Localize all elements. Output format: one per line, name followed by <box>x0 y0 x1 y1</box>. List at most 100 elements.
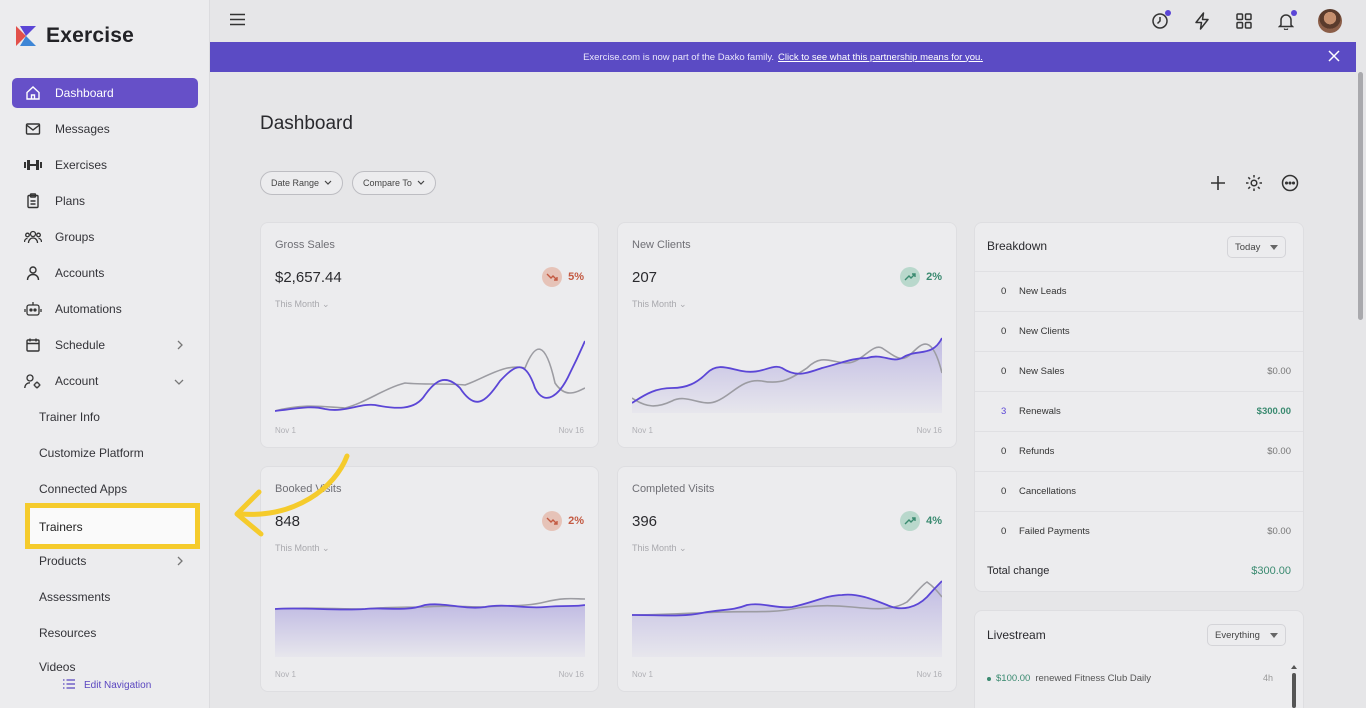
page-title: Dashboard <box>260 113 353 134</box>
change-value: 2% <box>926 271 942 283</box>
compare-to-filter[interactable]: Compare To <box>352 171 436 195</box>
card-value: 207 <box>632 269 658 286</box>
sidebar-subitem-trainer-info[interactable]: Trainer Info <box>39 410 100 424</box>
livestream-scrollbar[interactable] <box>1291 663 1297 708</box>
announcement-banner: Exercise.com is now part of the Daxko fa… <box>210 42 1356 72</box>
brand-name: Exercise <box>46 24 135 47</box>
hamburger-menu-icon[interactable] <box>230 13 245 31</box>
breakdown-row[interactable]: 0 Failed Payments $0.00 <box>975 511 1303 551</box>
sidebar-item-videos[interactable]: Videos <box>39 660 76 674</box>
row-amount: $0.00 <box>1267 446 1291 457</box>
row-count: 0 <box>1001 286 1007 297</box>
user-icon <box>24 264 42 282</box>
brand[interactable]: Exercise <box>14 24 134 48</box>
row-count: 0 <box>1001 486 1007 497</box>
card-period-dropdown[interactable]: This Month ⌄ <box>275 543 330 553</box>
row-label: New Sales <box>1019 366 1065 377</box>
chevron-right-icon <box>176 555 184 569</box>
sidebar-item-schedule[interactable]: Schedule <box>12 330 198 360</box>
row-label: New Clients <box>1019 326 1070 337</box>
breakdown-panel: Breakdown Today 0 New Leads 0 New Clients … <box>974 222 1304 592</box>
sidebar-item-groups[interactable]: Groups <box>12 222 198 252</box>
card-period-dropdown[interactable]: This Month ⌄ <box>275 299 330 309</box>
sidebar-item-accounts[interactable]: Accounts <box>12 258 198 288</box>
change-badge: 2% <box>900 267 942 287</box>
x-axis-end: Nov 16 <box>916 670 942 679</box>
edit-navigation-link[interactable]: Edit Navigation <box>62 678 151 693</box>
x-axis-end: Nov 16 <box>916 426 942 435</box>
sidebar-item-plans[interactable]: Plans <box>12 186 198 216</box>
sidebar-item-dashboard[interactable]: Dashboard <box>12 78 198 108</box>
banner-link[interactable]: Click to see what this partnership means… <box>778 51 983 63</box>
sidebar-subitem-connected-apps[interactable]: Connected Apps <box>39 482 128 496</box>
x-axis-start: Nov 1 <box>275 426 296 435</box>
close-icon[interactable] <box>1328 50 1340 65</box>
sidebar-item-label: Accounts <box>55 266 105 280</box>
breakdown-row[interactable]: 0 New Sales $0.00 <box>975 351 1303 391</box>
plus-icon[interactable] <box>1208 173 1228 198</box>
sidebar-item-automations[interactable]: Automations <box>12 294 198 324</box>
card-value: 396 <box>632 513 658 530</box>
sidebar-subitem-trainers[interactable]: Trainers <box>25 503 200 549</box>
robot-icon <box>24 300 42 318</box>
sidebar-item-account[interactable]: Account <box>12 366 198 396</box>
lightning-icon[interactable] <box>1192 9 1212 33</box>
livestream-title: Livestream <box>987 628 1046 642</box>
breakdown-row[interactable]: 0 Cancellations <box>975 471 1303 511</box>
row-count: 0 <box>1001 326 1007 337</box>
card-period-dropdown[interactable]: This Month ⌄ <box>632 543 687 553</box>
sidebar-item-exercises[interactable]: Exercises <box>12 150 198 180</box>
apps-grid-icon[interactable] <box>1234 9 1254 33</box>
row-label: Failed Payments <box>1019 526 1090 537</box>
clock-icon[interactable] <box>1150 9 1171 33</box>
gear-icon[interactable] <box>1244 173 1264 198</box>
row-amount: $300.00 <box>1256 406 1291 417</box>
list-icon <box>62 678 76 693</box>
sidebar-item-assessments[interactable]: Assessments <box>39 590 111 604</box>
breakdown-row[interactable]: 0 New Leads <box>975 271 1303 311</box>
breakdown-period-select[interactable]: Today <box>1227 236 1287 258</box>
x-axis-end: Nov 16 <box>558 426 584 435</box>
livestream-panel: Livestream Everything $100.00 renewed Fi… <box>974 610 1304 708</box>
livestream-time: 4h <box>1262 673 1273 683</box>
sidebar-item-label: Groups <box>55 230 95 244</box>
change-badge: 2% <box>542 511 584 531</box>
livestream-filter-select[interactable]: Everything <box>1207 624 1286 646</box>
breakdown-row[interactable]: 3 Renewals $300.00 <box>975 391 1303 431</box>
sidebar-subitem-customize-platform[interactable]: Customize Platform <box>39 446 144 460</box>
livestream-item[interactable]: $100.00 renewed Fitness Club Daily <box>987 673 1287 684</box>
card-value: $2,657.44 <box>275 269 342 286</box>
change-value: 2% <box>568 515 584 527</box>
booked-visits-card[interactable]: Booked Visits 848 This Month ⌄ 2% Nov 1 … <box>260 466 599 692</box>
row-count: 0 <box>1001 526 1007 537</box>
row-amount: $0.00 <box>1267 366 1291 377</box>
filter-label: Compare To <box>363 178 412 188</box>
card-period-dropdown[interactable]: This Month ⌄ <box>632 299 687 309</box>
sidebar-item-label: Dashboard <box>55 86 114 100</box>
breakdown-row[interactable]: 0 Refunds $0.00 <box>975 431 1303 471</box>
new-clients-card[interactable]: New Clients 207 This Month ⌄ 2% Nov 1 No… <box>617 222 957 448</box>
avatar[interactable] <box>1318 9 1342 33</box>
card-value: 848 <box>275 513 301 530</box>
x-axis-start: Nov 1 <box>632 426 653 435</box>
sidebar-item-messages[interactable]: Messages <box>12 114 198 144</box>
new-clients-chart <box>632 337 942 413</box>
chevron-right-icon <box>176 339 184 353</box>
bullet-icon <box>987 676 991 681</box>
completed-visits-card[interactable]: Completed Visits 396 This Month ⌄ 4% Nov… <box>617 466 957 692</box>
sidebar-item-label: Schedule <box>55 338 106 352</box>
scrollbar[interactable] <box>1358 72 1363 320</box>
edit-navigation-label: Edit Navigation <box>84 680 152 691</box>
sidebar-item-resources[interactable]: Resources <box>39 626 97 640</box>
more-options-icon[interactable] <box>1280 173 1300 198</box>
card-title: Gross Sales <box>275 239 335 251</box>
caret-down-icon <box>1270 242 1279 253</box>
breakdown-row[interactable]: 0 New Clients <box>975 311 1303 351</box>
sidebar-item-products[interactable]: Products <box>12 546 198 576</box>
bell-icon[interactable] <box>1276 9 1297 33</box>
date-range-filter[interactable]: Date Range <box>260 171 344 195</box>
calendar-icon <box>24 336 42 354</box>
x-axis-start: Nov 1 <box>275 670 296 679</box>
total-change-amount: $300.00 <box>1251 565 1291 577</box>
gross-sales-card[interactable]: Gross Sales $2,657.44 This Month ⌄ 5% No… <box>260 222 599 448</box>
